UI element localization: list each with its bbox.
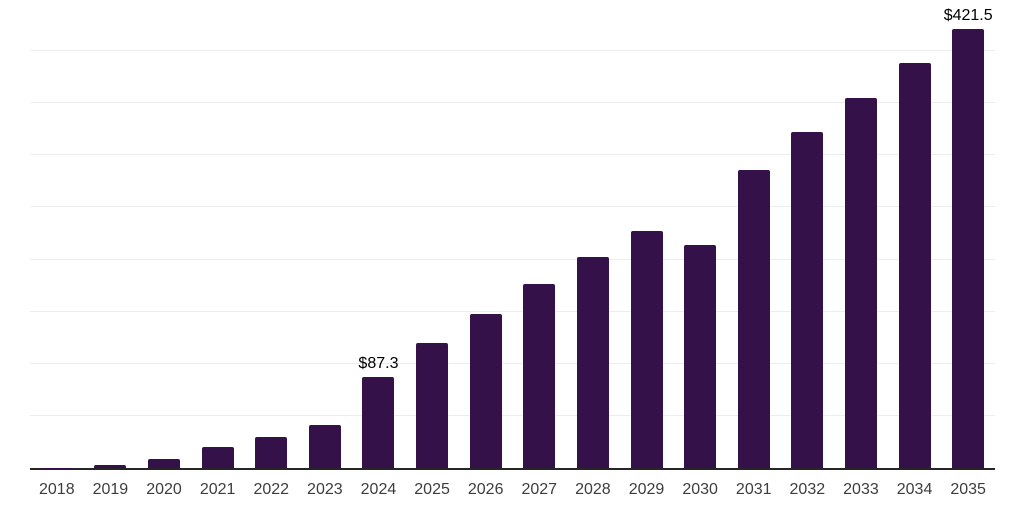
gridline [30,50,995,52]
bar-slot [512,0,566,468]
x-tick-label: 2033 [843,481,879,498]
bar-slot: $87.3 [352,0,406,468]
bar-slot [620,0,674,468]
bars-container: $87.3 $421.5 [30,0,995,468]
bar [148,458,181,468]
bar-slot [781,0,835,468]
bar [844,98,877,468]
x-tick-label: 2026 [467,481,504,498]
bar [952,28,985,468]
bar-slot [137,0,191,468]
x-tick-label: 2035 [950,481,986,498]
x-tick-label: 2034 [896,481,933,498]
x-tick-label: 2018 [39,481,75,498]
x-tick-label: 2025 [414,481,450,498]
x-tick-label: 2024 [360,481,397,498]
bar-slot [298,0,352,468]
bar-slot [727,0,781,468]
bar [362,377,395,468]
bar [523,284,556,468]
x-tick-label: 2028 [575,481,611,498]
bar [576,257,609,468]
bar-slot [191,0,245,468]
gridline [30,154,995,156]
gridline [30,362,995,364]
bar [416,342,449,468]
gridline [30,310,995,312]
gridline [30,414,995,416]
x-tick-label: 2029 [628,481,665,498]
bar-slot [84,0,138,468]
bar-slot [459,0,513,468]
bar [255,436,288,468]
bar [684,244,717,468]
x-tick-label: 2031 [735,481,772,498]
bar-slot: $421.5 [941,0,995,468]
x-tick-label: 2019 [92,481,129,498]
plot-area: $87.3 $421.5 [30,0,995,470]
x-axis-labels: 2018 2019 2020 2021 2022 2023 2024 2025 2026 2027… [30,470,995,499]
bar [898,62,931,468]
x-tick-label: 2023 [307,481,343,498]
bar [201,447,234,468]
bar [94,464,127,468]
x-tick-label: 2022 [253,481,290,498]
bar-slot [888,0,942,468]
bar [308,424,341,468]
value-label: $87.3 [358,355,399,373]
gridline [30,206,995,208]
x-tick-label: 2027 [521,481,558,498]
bar-slot [673,0,727,468]
bar-slot [244,0,298,468]
bar [791,131,824,468]
value-label: $421.5 [943,6,993,24]
bar-slot [405,0,459,468]
bar [469,313,502,468]
x-tick-label: 2020 [146,481,182,498]
bar [737,169,770,468]
x-tick-label: 2032 [789,481,826,498]
bar [630,230,663,468]
x-tick-label: 2030 [682,481,718,498]
gridline [30,258,995,260]
bar-slot [30,0,84,468]
bar-slot [566,0,620,468]
x-tick-label: 2021 [199,481,236,498]
gridline [30,102,995,104]
bar-slot [834,0,888,468]
